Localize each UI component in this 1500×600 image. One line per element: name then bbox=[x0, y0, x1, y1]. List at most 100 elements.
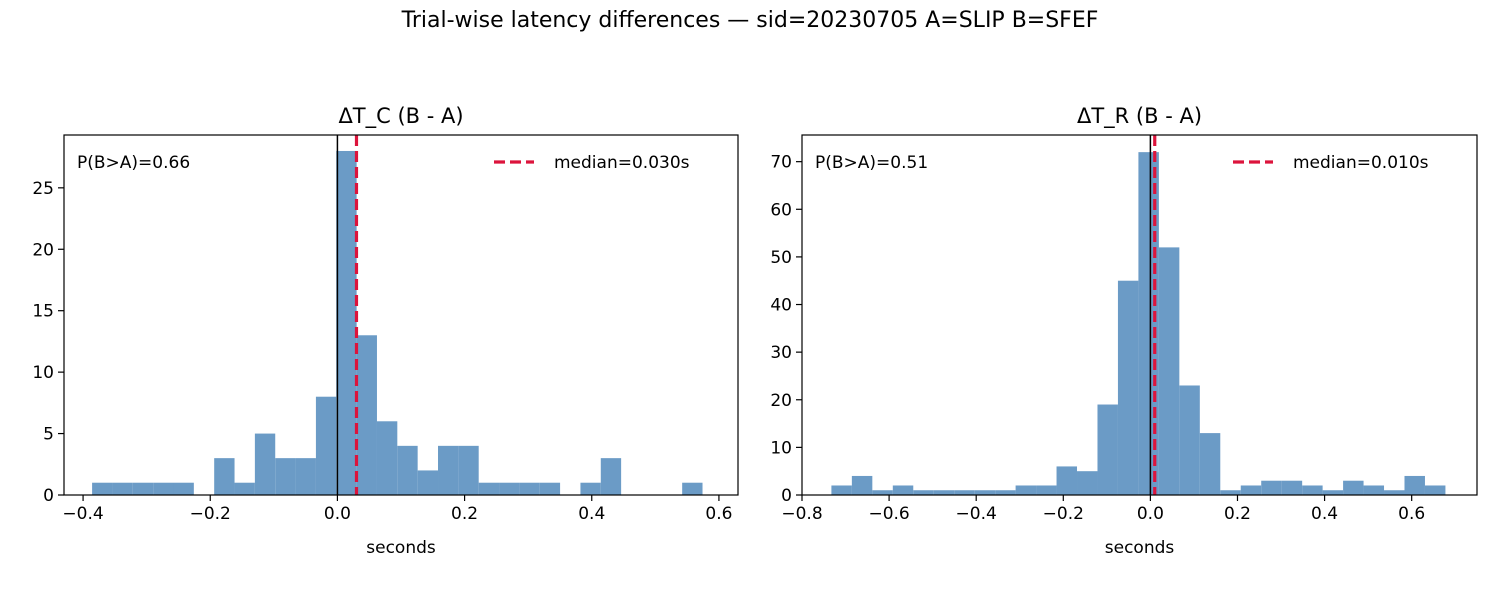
histogram-bar bbox=[1117, 280, 1139, 495]
x-tick-label: −0.2 bbox=[190, 504, 231, 524]
axes-frame bbox=[63, 134, 739, 496]
y-tick-label: 60 bbox=[770, 200, 792, 220]
histogram-bar bbox=[851, 475, 873, 495]
y-tick-label: 25 bbox=[32, 179, 54, 199]
y-tick-label: 30 bbox=[770, 343, 792, 363]
x-tick-label: 0.2 bbox=[1224, 504, 1251, 524]
x-tick-label: 0.2 bbox=[451, 504, 478, 524]
histogram-bar bbox=[1097, 404, 1118, 495]
probability-annotation: P(B>A)=0.66 bbox=[77, 153, 190, 173]
histogram-bar bbox=[1404, 475, 1425, 495]
bars bbox=[92, 150, 703, 495]
legend: median=0.010s bbox=[1233, 153, 1429, 173]
axes-frame bbox=[801, 134, 1478, 496]
histogram-bar bbox=[1261, 480, 1282, 495]
histogram-bar bbox=[872, 490, 893, 495]
histogram-bar bbox=[132, 482, 154, 495]
histogram-bar bbox=[1302, 485, 1323, 495]
histogram-bar bbox=[519, 482, 540, 495]
x-tick-label: −0.4 bbox=[62, 504, 103, 524]
histogram-bar bbox=[1240, 485, 1262, 495]
y-tick-label: 50 bbox=[770, 248, 792, 268]
chart-title: ΔT_R (B - A) bbox=[1077, 104, 1202, 129]
x-tick-label: 0.6 bbox=[1398, 504, 1425, 524]
histogram-bar bbox=[892, 485, 914, 495]
y-tick-label: 70 bbox=[770, 153, 792, 173]
y-tick-label: 20 bbox=[32, 240, 54, 260]
histogram-bar bbox=[933, 490, 955, 495]
histogram-bar bbox=[315, 396, 337, 495]
histogram-bar bbox=[1015, 485, 1037, 495]
histogram-bar bbox=[1036, 485, 1057, 495]
legend-label: median=0.030s bbox=[554, 153, 690, 173]
histogram-bar bbox=[173, 482, 194, 495]
x-tick-label: −0.4 bbox=[956, 504, 997, 524]
x-axis-label: seconds bbox=[366, 538, 436, 558]
histogram-bar bbox=[499, 482, 520, 495]
histogram-bar bbox=[397, 445, 418, 495]
y-tick-label: 0 bbox=[43, 486, 54, 506]
histogram-bar bbox=[214, 458, 235, 495]
y-tick-label: 0 bbox=[781, 486, 792, 506]
histogram-bar bbox=[1138, 152, 1159, 495]
x-tick-label: 0.4 bbox=[1311, 504, 1338, 524]
histogram-bar bbox=[1220, 490, 1241, 495]
y-tick-label: 10 bbox=[770, 438, 792, 458]
figure-title: Trial-wise latency differences — sid=202… bbox=[401, 8, 1099, 33]
histogram-bar bbox=[478, 482, 500, 495]
x-axis-label: seconds bbox=[1105, 538, 1175, 558]
histogram-bar bbox=[458, 445, 479, 495]
histogram-bar bbox=[112, 482, 133, 495]
histogram-bar bbox=[995, 490, 1016, 495]
histogram-bar bbox=[438, 445, 459, 495]
histogram-bar bbox=[954, 490, 975, 495]
histogram-bar bbox=[913, 490, 934, 495]
histogram-bar bbox=[1199, 433, 1221, 495]
histogram-bar bbox=[831, 485, 852, 495]
histogram-bar bbox=[356, 335, 377, 495]
legend: median=0.030s bbox=[494, 153, 690, 173]
x-tick-label: 0.0 bbox=[324, 504, 351, 524]
y-tick-label: 10 bbox=[32, 363, 54, 383]
histogram-bar bbox=[682, 482, 703, 495]
histogram-bar bbox=[376, 421, 398, 495]
histogram-bar bbox=[1077, 471, 1098, 495]
histogram-bar bbox=[1179, 385, 1200, 495]
x-tick-label: −0.2 bbox=[1043, 504, 1084, 524]
y-tick-label: 5 bbox=[43, 425, 54, 445]
histogram-bar bbox=[234, 482, 255, 495]
histogram-bar bbox=[600, 458, 622, 495]
histogram-bar bbox=[336, 150, 357, 495]
probability-annotation: P(B>A)=0.51 bbox=[815, 153, 928, 173]
histogram-bar bbox=[1424, 485, 1446, 495]
histogram-bar bbox=[92, 482, 113, 495]
histogram-bar bbox=[974, 490, 996, 495]
bars bbox=[831, 152, 1446, 495]
histogram-bar bbox=[417, 470, 439, 495]
histogram-bar bbox=[254, 433, 276, 495]
histogram-bar bbox=[275, 458, 296, 495]
x-tick-label: 0.6 bbox=[705, 504, 732, 524]
histogram-bar bbox=[1343, 480, 1364, 495]
x-tick-label: 0.0 bbox=[1137, 504, 1164, 524]
x-tick-label: −0.6 bbox=[868, 504, 909, 524]
histogram-bar bbox=[580, 482, 601, 495]
histogram-bar bbox=[1384, 490, 1405, 495]
y-tick-label: 20 bbox=[770, 391, 792, 411]
legend-label: median=0.010s bbox=[1293, 153, 1429, 173]
histogram-bar bbox=[1322, 490, 1344, 495]
y-tick-label: 15 bbox=[32, 302, 54, 322]
histogram-bar bbox=[1056, 466, 1078, 495]
x-tick-label: −0.8 bbox=[781, 504, 822, 524]
histogram-bar bbox=[1158, 247, 1180, 495]
histogram-bar bbox=[153, 482, 174, 495]
y-tick-label: 40 bbox=[770, 296, 792, 316]
x-tick-label: 0.4 bbox=[578, 504, 605, 524]
histogram-bar bbox=[295, 458, 316, 495]
chart-title: ΔT_C (B - A) bbox=[338, 104, 463, 129]
histogram-bar bbox=[1281, 480, 1303, 495]
histogram-bar bbox=[1363, 485, 1385, 495]
